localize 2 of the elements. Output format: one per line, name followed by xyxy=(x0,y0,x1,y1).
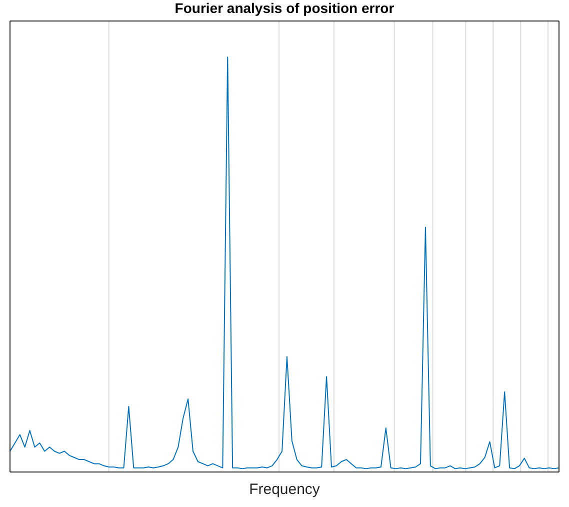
chart-title: Fourier analysis of position error xyxy=(174,0,396,16)
x-axis-title: Frequency xyxy=(249,481,320,498)
